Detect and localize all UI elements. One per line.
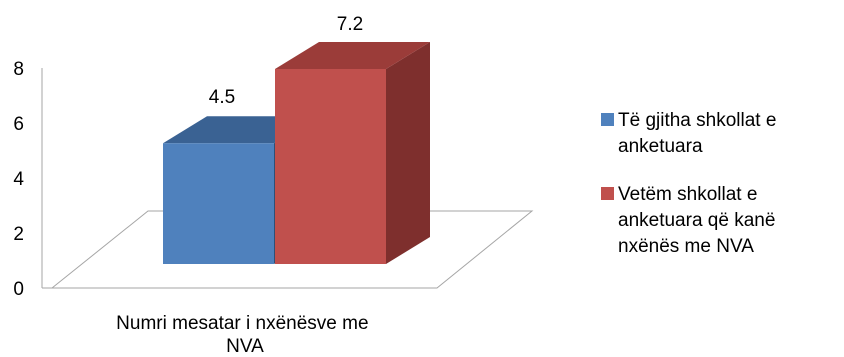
- chart-floor: [50, 210, 534, 289]
- legend: Të gjitha shkollat e anketuara Vetëm shk…: [601, 110, 782, 257]
- y-tick-label: 4: [13, 169, 24, 190]
- x-category-label-line: Numri mesatar i nxënësve me: [116, 313, 368, 334]
- y-tick-label: 0: [13, 279, 24, 300]
- data-label-series-1: 4.5: [209, 87, 235, 108]
- x-category-label-line: NVA: [226, 336, 264, 357]
- data-label-series-2: 7.2: [337, 14, 363, 35]
- legend-swatch-series-2: [601, 187, 614, 200]
- x-category-label: Numri mesatar i nxënësve me NVA: [116, 313, 374, 357]
- y-tick-label: 2: [13, 224, 24, 245]
- bar-series-2-side: [386, 42, 430, 264]
- bar-series-2-top: [275, 42, 430, 69]
- legend-swatch-series-1: [601, 113, 614, 126]
- legend-label-series-2: Vetëm shkollat e anketuara që kanë nxënë…: [618, 184, 781, 257]
- y-tick-label: 6: [13, 114, 24, 135]
- bar-series-1: [163, 143, 274, 264]
- bar-series-2: [275, 69, 386, 264]
- legend-label-series-1: Të gjitha shkollat e anketuara: [618, 110, 782, 157]
- y-tick-label: 8: [13, 59, 24, 80]
- bar-series-2: [275, 42, 430, 264]
